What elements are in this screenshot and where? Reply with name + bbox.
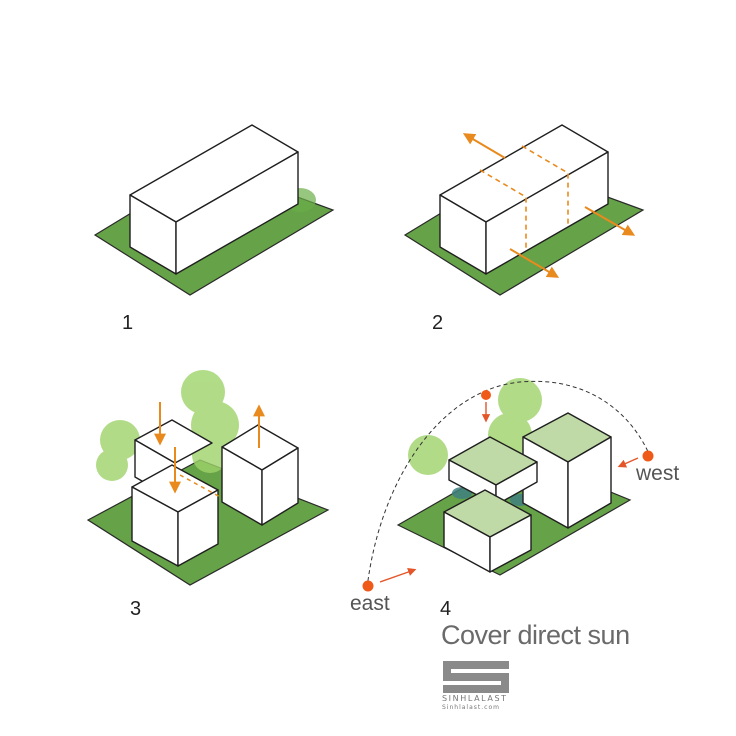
brand-name: SINHLALAST: [442, 694, 508, 703]
panel-2: [405, 125, 643, 295]
label-west: west: [636, 462, 679, 486]
sun-marker-west: [643, 451, 654, 462]
sun-marker-east: [363, 581, 374, 592]
building-volume: [130, 125, 298, 274]
brand-subtext: Sinhlalast.com: [442, 704, 500, 711]
brand-logo-mark: [443, 661, 509, 693]
label-east: east: [350, 592, 390, 616]
step-number-1: 1: [122, 312, 133, 335]
panel-1: [95, 125, 333, 295]
panel-4: [363, 378, 654, 592]
caption-title: Cover direct sun: [441, 620, 630, 651]
arrow-up-left: [466, 135, 505, 158]
arrow-east-ray: [380, 570, 414, 582]
panel-3: [88, 370, 328, 585]
step-number-2: 2: [432, 312, 443, 335]
sun-marker-top: [481, 390, 491, 400]
step-number-4: 4: [440, 598, 451, 621]
step-number-3: 3: [130, 598, 141, 621]
